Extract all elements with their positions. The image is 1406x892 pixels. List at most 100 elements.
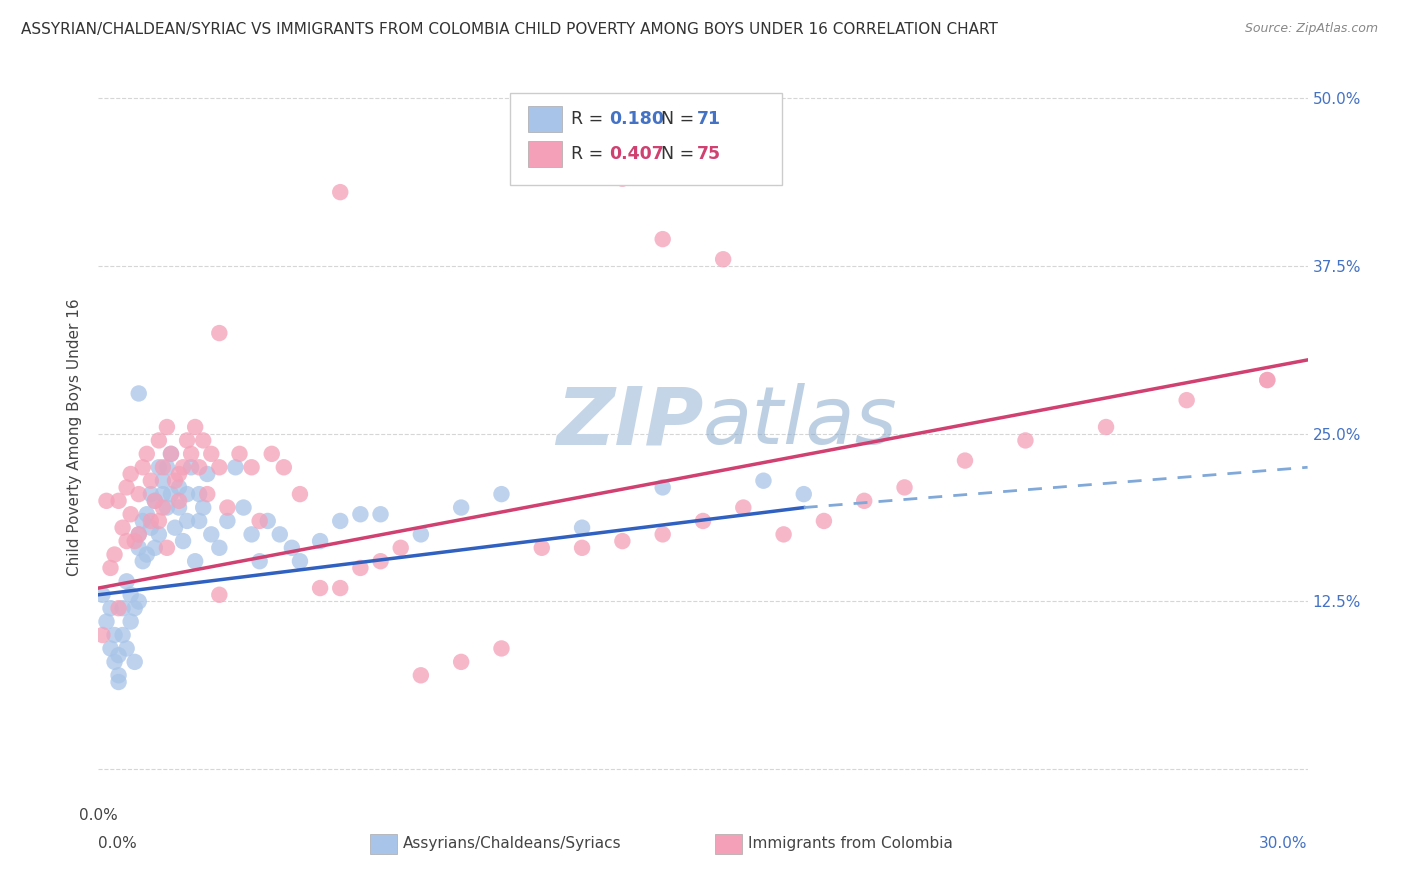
Point: [953, 453, 976, 467]
Point: [143, 493, 166, 508]
Point: [96, 493, 118, 508]
Point: [132, 514, 155, 528]
Text: 30.0%: 30.0%: [1260, 836, 1308, 851]
Point: [853, 493, 876, 508]
Point: [195, 487, 218, 501]
Point: [167, 500, 190, 515]
Point: [128, 527, 150, 541]
Point: [193, 500, 215, 515]
Text: R =: R =: [571, 110, 609, 128]
Point: [156, 420, 179, 434]
Point: [143, 493, 166, 508]
Point: [111, 601, 134, 615]
Point: [120, 588, 142, 602]
Point: [389, 541, 412, 555]
FancyBboxPatch shape: [527, 141, 561, 167]
Point: [612, 171, 634, 186]
Text: Assyrians/Chaldeans/Syriacs: Assyrians/Chaldeans/Syriacs: [404, 837, 621, 851]
Point: [256, 514, 278, 528]
Point: [120, 508, 142, 522]
Point: [120, 615, 142, 629]
Point: [111, 521, 134, 535]
Text: ASSYRIAN/CHALDEAN/SYRIAC VS IMMIGRANTS FROM COLOMBIA CHILD POVERTY AMONG BOYS UN: ASSYRIAN/CHALDEAN/SYRIAC VS IMMIGRANTS F…: [21, 22, 998, 37]
Point: [135, 548, 157, 562]
Point: [329, 185, 352, 199]
Point: [163, 521, 186, 535]
Point: [128, 487, 150, 501]
Point: [793, 487, 815, 501]
Point: [240, 460, 263, 475]
Point: [692, 514, 714, 528]
Point: [139, 514, 162, 528]
Point: [571, 521, 593, 535]
Point: [208, 588, 231, 602]
Point: [249, 514, 271, 528]
Point: [188, 514, 211, 528]
Point: [228, 447, 250, 461]
Point: [128, 386, 150, 401]
Point: [91, 628, 114, 642]
Point: [148, 527, 170, 541]
Point: [128, 541, 150, 555]
Point: [1256, 373, 1278, 387]
Point: [200, 447, 222, 461]
Point: [612, 534, 634, 549]
Point: [107, 648, 129, 662]
Point: [176, 434, 198, 448]
Point: [156, 541, 179, 555]
Point: [752, 474, 775, 488]
Point: [91, 588, 114, 602]
Point: [103, 548, 125, 562]
Text: Source: ZipAtlas.com: Source: ZipAtlas.com: [1244, 22, 1378, 36]
Text: R =: R =: [571, 145, 609, 163]
Point: [281, 541, 304, 555]
Point: [733, 500, 755, 515]
Point: [128, 594, 150, 608]
Point: [163, 474, 186, 488]
Point: [409, 668, 432, 682]
Text: Immigrants from Colombia: Immigrants from Colombia: [748, 837, 953, 851]
Point: [156, 500, 179, 515]
Point: [180, 447, 202, 461]
Text: N =: N =: [661, 110, 699, 128]
Point: [450, 500, 472, 515]
Point: [152, 500, 174, 515]
Point: [711, 252, 734, 267]
Point: [172, 460, 194, 475]
Y-axis label: Child Poverty Among Boys Under 16: Child Poverty Among Boys Under 16: [67, 298, 83, 576]
Point: [571, 541, 593, 555]
Point: [309, 534, 332, 549]
Point: [167, 493, 190, 508]
Point: [184, 554, 207, 568]
Point: [651, 232, 673, 246]
Point: [193, 434, 215, 448]
Point: [100, 641, 122, 656]
Point: [160, 447, 183, 461]
Point: [139, 521, 162, 535]
Point: [1256, 373, 1278, 387]
Point: [148, 460, 170, 475]
Point: [217, 500, 239, 515]
Point: [651, 527, 673, 541]
Point: [370, 554, 392, 568]
Point: [1175, 393, 1198, 408]
Point: [450, 655, 472, 669]
Point: [96, 615, 118, 629]
Point: [152, 487, 174, 501]
Point: [152, 460, 174, 475]
Point: [115, 574, 138, 589]
Point: [107, 675, 129, 690]
Point: [124, 655, 146, 669]
Point: [148, 434, 170, 448]
Point: [132, 554, 155, 568]
Point: [329, 514, 352, 528]
Point: [107, 493, 129, 508]
Point: [1014, 434, 1036, 448]
Point: [128, 527, 150, 541]
Point: [208, 541, 231, 555]
Point: [200, 527, 222, 541]
Text: atlas: atlas: [703, 384, 898, 461]
Text: 75: 75: [697, 145, 721, 163]
Point: [491, 641, 513, 656]
Point: [172, 534, 194, 549]
